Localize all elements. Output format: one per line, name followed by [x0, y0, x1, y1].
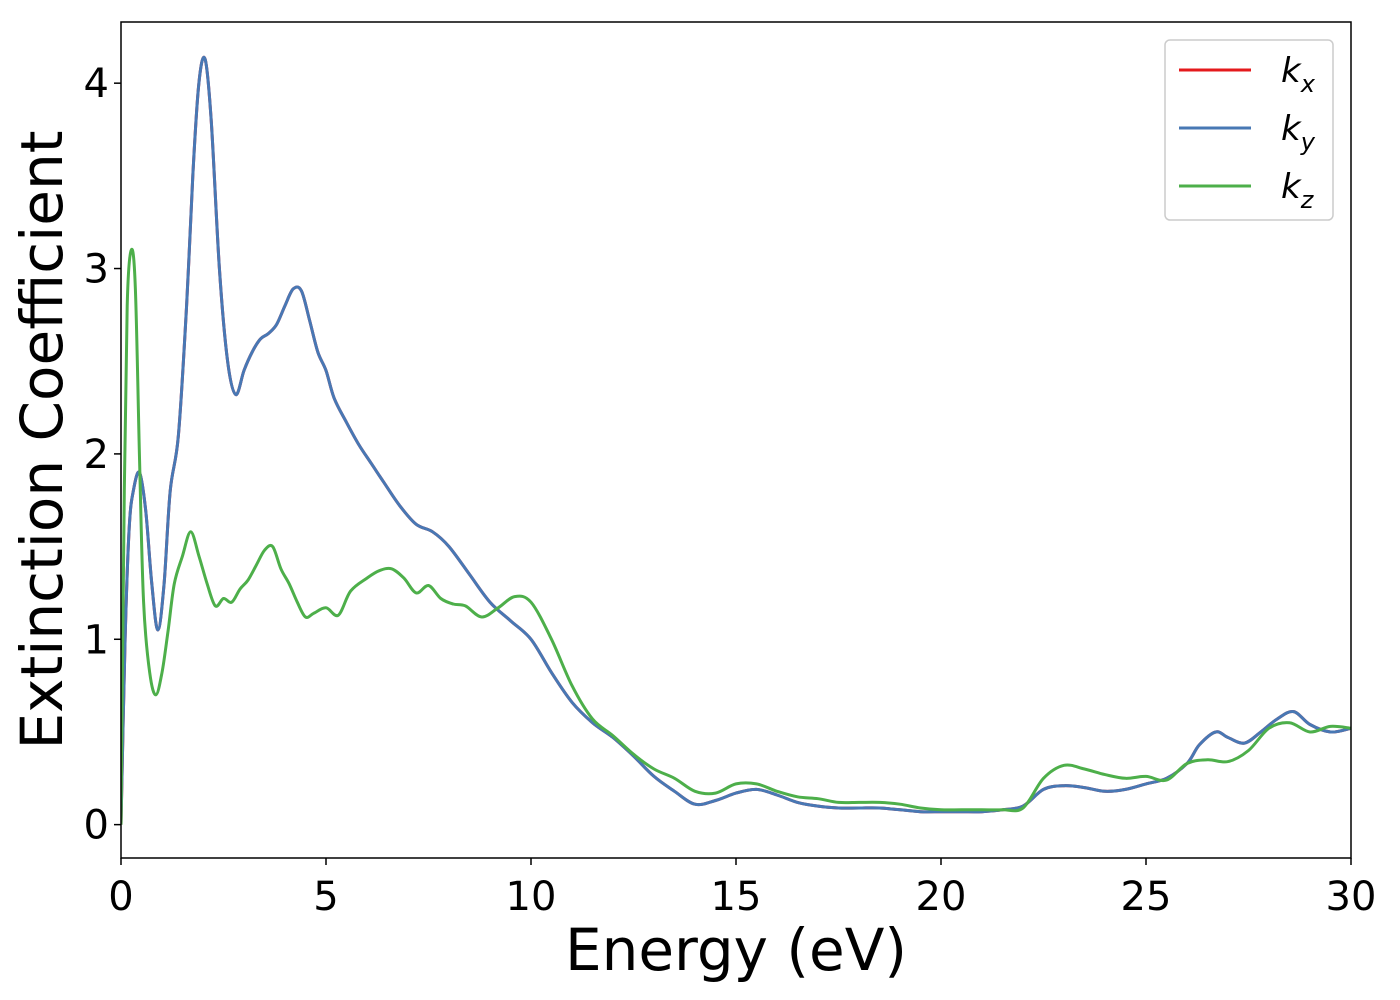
- x-axis-label: Energy (eV): [565, 916, 907, 984]
- y-tick-label: 1: [84, 617, 109, 663]
- legend-label-y: ky: [1281, 109, 1316, 156]
- legend-frame: [1164, 39, 1334, 221]
- tick-layer: 0 5 10 15 20 25 30 0 1 2 3 4: [84, 61, 1377, 920]
- y-axis-label: Extinction Coefficient: [8, 131, 76, 750]
- x-tick-label: 15: [711, 874, 762, 920]
- x-tick-label: 30: [1326, 874, 1377, 920]
- x-tick-label: 25: [1121, 874, 1172, 920]
- x-tick-label: 20: [916, 874, 967, 920]
- legend-label-x: kx: [1281, 51, 1316, 98]
- y-tick-label: 4: [84, 61, 109, 107]
- y-tick-label: 2: [84, 432, 109, 478]
- x-tick-label: 5: [313, 874, 338, 920]
- legend-label-z: kz: [1281, 167, 1315, 214]
- y-tick-label: 3: [84, 247, 109, 293]
- series-layer: [121, 56, 1351, 825]
- y-tick-label: 0: [84, 803, 109, 849]
- series-line-z: [121, 247, 1351, 825]
- x-tick-label: 10: [506, 874, 557, 920]
- legend: kx ky kz: [1164, 39, 1334, 221]
- x-tick-label: 0: [108, 874, 133, 920]
- series-line-y: [121, 56, 1351, 825]
